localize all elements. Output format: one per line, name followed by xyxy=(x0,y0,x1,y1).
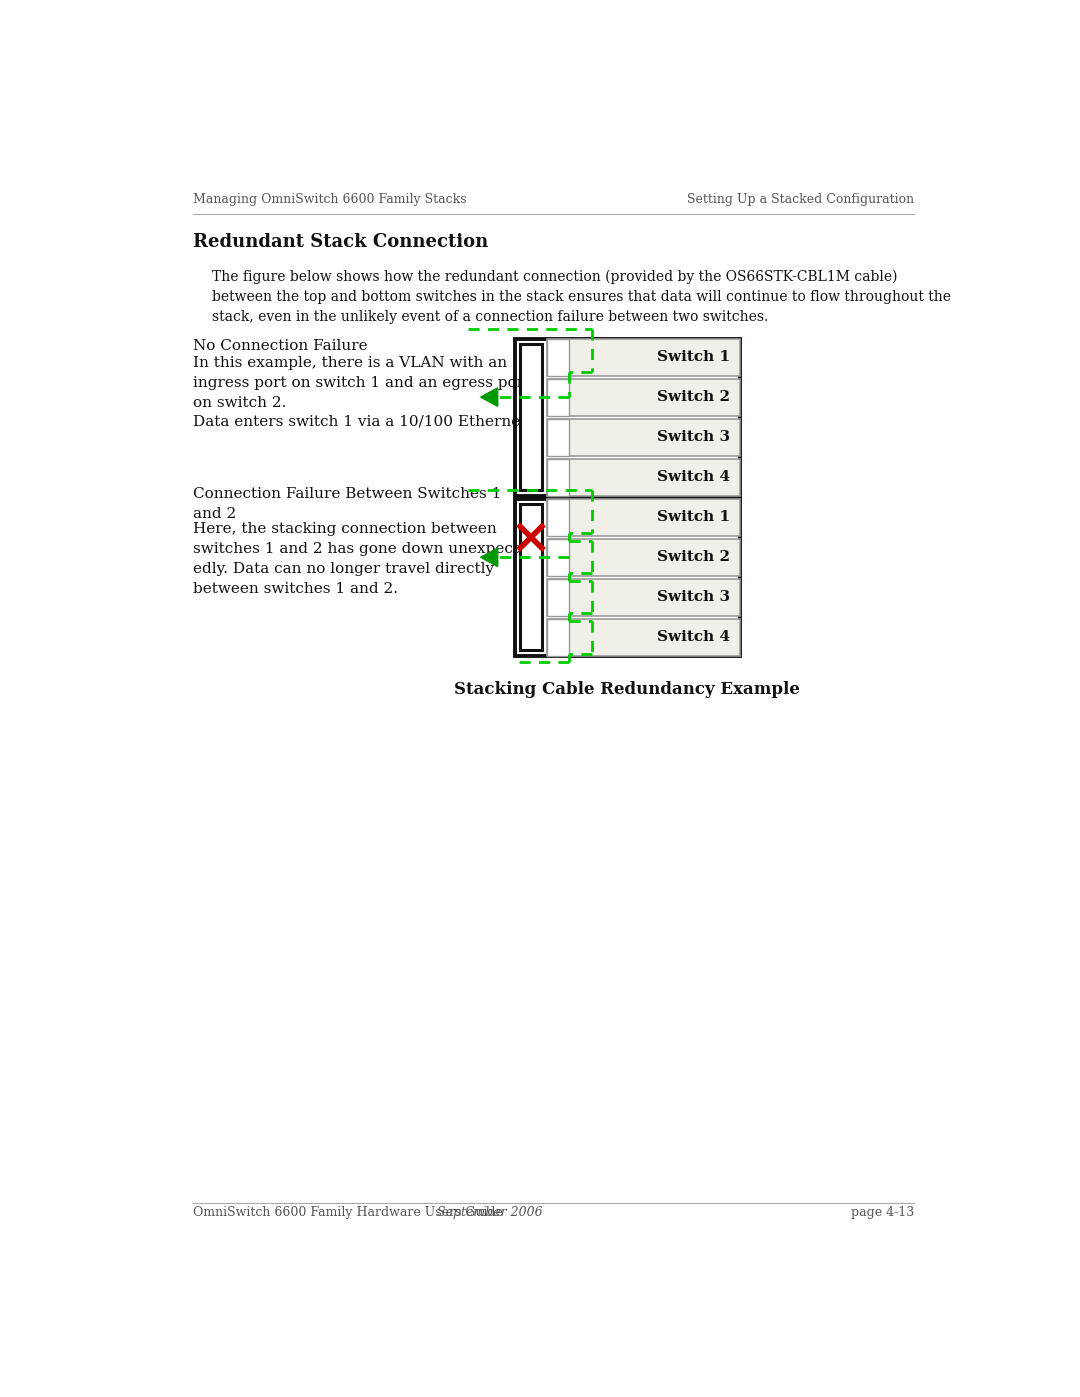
Polygon shape xyxy=(481,548,498,567)
Bar xyxy=(521,504,542,651)
Text: Managing OmniSwitch 6600 Family Stacks: Managing OmniSwitch 6600 Family Stacks xyxy=(193,193,467,207)
Text: Data enters switch 1 via a 10/100 Ethernet: Data enters switch 1 via a 10/100 Ethern… xyxy=(193,414,527,427)
Text: Switch 3: Switch 3 xyxy=(657,591,730,605)
Text: Switch 3: Switch 3 xyxy=(657,430,730,444)
Bar xyxy=(515,499,740,655)
Bar xyxy=(521,344,542,490)
Text: Setting Up a Stacked Configuration: Setting Up a Stacked Configuration xyxy=(687,193,914,207)
Bar xyxy=(548,338,740,376)
Bar xyxy=(515,338,740,496)
Bar xyxy=(548,338,569,376)
Text: Switch 2: Switch 2 xyxy=(658,390,730,404)
Text: page 4-13: page 4-13 xyxy=(851,1207,914,1220)
Text: Switch 1: Switch 1 xyxy=(657,510,730,524)
Bar xyxy=(548,499,569,535)
Text: The figure below shows how the redundant connection (provided by the OS66STK-CBL: The figure below shows how the redundant… xyxy=(213,270,951,324)
Bar xyxy=(548,619,569,655)
Text: September 2006: September 2006 xyxy=(437,1207,543,1220)
Bar xyxy=(548,458,740,496)
Text: Switch 4: Switch 4 xyxy=(657,630,730,644)
Text: Here, the stacking connection between
switches 1 and 2 has gone down unexpect-
e: Here, the stacking connection between sw… xyxy=(193,522,524,597)
Bar xyxy=(548,458,569,496)
Text: Switch 4: Switch 4 xyxy=(657,471,730,485)
Text: In this example, there is a VLAN with an
ingress port on switch 1 and an egress : In this example, there is a VLAN with an… xyxy=(193,355,530,409)
Bar xyxy=(548,539,740,576)
Bar xyxy=(548,379,569,415)
Bar xyxy=(548,578,740,616)
Text: Stacking Cable Redundancy Example: Stacking Cable Redundancy Example xyxy=(455,682,800,698)
Text: Switch 1: Switch 1 xyxy=(657,351,730,365)
Bar xyxy=(548,419,740,455)
Bar xyxy=(548,419,569,455)
Bar xyxy=(548,539,569,576)
Bar xyxy=(548,379,740,415)
Text: Connection Failure Between Switches 1
and 2: Connection Failure Between Switches 1 an… xyxy=(193,488,501,521)
Text: OmniSwitch 6600 Family Hardware Users Guide: OmniSwitch 6600 Family Hardware Users Gu… xyxy=(193,1207,503,1220)
Bar xyxy=(548,619,740,655)
Text: Switch 2: Switch 2 xyxy=(658,550,730,564)
Bar xyxy=(548,578,569,616)
Text: No Connection Failure: No Connection Failure xyxy=(193,338,368,352)
Text: Redundant Stack Connection: Redundant Stack Connection xyxy=(193,233,488,251)
Bar xyxy=(548,499,740,535)
Polygon shape xyxy=(481,388,498,407)
